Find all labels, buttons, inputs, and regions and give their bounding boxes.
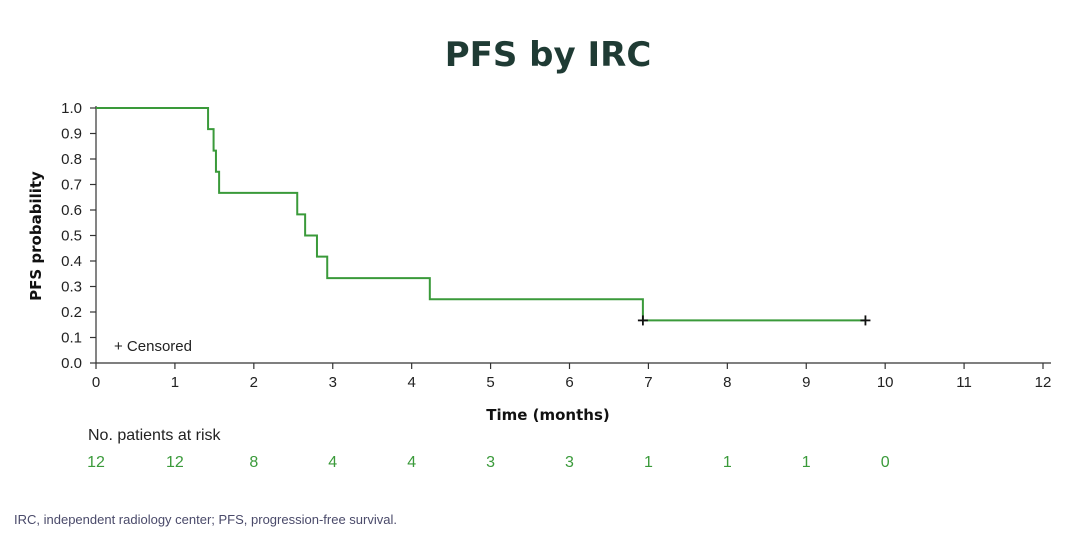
x-tick-label: 1 <box>171 374 179 391</box>
censored-legend: + Censored <box>114 338 192 355</box>
y-tick-label: 0.9 <box>61 126 82 143</box>
risk-count: 4 <box>407 454 416 471</box>
x-tick-label: 10 <box>877 374 894 391</box>
y-tick-label: 0.7 <box>61 177 82 194</box>
y-axis-label: PFS probability <box>27 171 45 301</box>
x-tick-label: 4 <box>407 374 415 391</box>
y-tick-label: 0.4 <box>61 253 82 270</box>
y-tick-label: 0.5 <box>61 228 82 245</box>
y-tick-label: 1.0 <box>61 100 82 117</box>
x-tick-label: 3 <box>329 374 337 391</box>
risk-count: 1 <box>802 454 811 471</box>
axes: 0 1 2 3 4 5 6 7 8 9 10 11 120.00.10.20.30.40.50.60.7… <box>61 100 1051 391</box>
risk-count: 0 <box>881 454 890 471</box>
risk-table-title: No. patients at risk <box>88 427 222 444</box>
y-tick-label: 0.1 <box>61 330 82 347</box>
x-tick-label: 12 <box>1035 374 1052 391</box>
x-tick-label: 9 <box>802 374 810 391</box>
survival-curve-group <box>96 107 871 326</box>
risk-count: 1 <box>644 454 653 471</box>
risk-count: 1 <box>723 454 732 471</box>
censor-mark <box>860 315 871 326</box>
censor-mark <box>637 315 648 326</box>
x-tick-label: 7 <box>644 374 652 391</box>
risk-count: 4 <box>328 454 337 471</box>
y-tick-label: 0.2 <box>61 304 82 321</box>
y-tick-label: 0.6 <box>61 202 82 219</box>
risk-count: 3 <box>486 454 495 471</box>
x-tick-label: 5 <box>486 374 494 391</box>
risk-count: 3 <box>565 454 574 471</box>
y-tick-label: 0.0 <box>61 355 82 372</box>
y-tick-label: 0.8 <box>61 151 82 168</box>
x-tick-label: 2 <box>250 374 258 391</box>
risk-count: 8 <box>249 454 258 471</box>
risk-count: 12 <box>87 454 105 471</box>
x-tick-label: 6 <box>565 374 573 391</box>
x-tick-label: 0 <box>92 374 100 391</box>
footnote: IRC, independent radiology center; PFS, … <box>14 512 397 527</box>
x-tick-label: 11 <box>956 374 972 391</box>
x-axis-label: Time (months) <box>486 406 610 424</box>
survival-curve <box>96 107 866 322</box>
risk-table-row: 12 12 8 4 4 3 3 1 1 1 0 <box>87 454 890 471</box>
risk-count: 12 <box>166 454 184 471</box>
x-tick-label: 8 <box>723 374 731 391</box>
y-tick-label: 0.3 <box>61 279 82 296</box>
chart-title: PFS by IRC <box>445 35 652 75</box>
